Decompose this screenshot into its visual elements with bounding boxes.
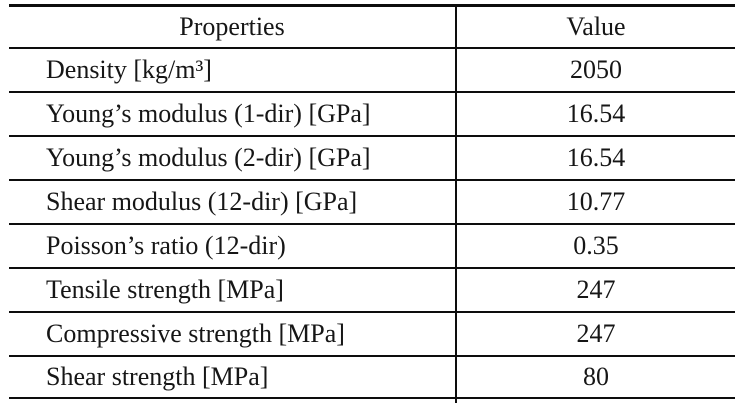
property-cell: Tensile strength [MPa] — [46, 274, 284, 304]
table-row: Young’s modulus (1-dir) [GPa] 16.54 — [9, 91, 735, 136]
value-cell: 247 — [455, 311, 735, 356]
table-row: Young’s modulus (2-dir) [GPa] 16.54 — [9, 135, 735, 180]
properties-column-header: Properties — [179, 11, 285, 41]
table-row: Shear strength [MPa] 80 — [9, 355, 735, 398]
property-cell: Young’s modulus (2-dir) [GPa] — [46, 142, 371, 172]
property-cell: Young’s modulus (1-dir) [GPa] — [46, 98, 371, 128]
material-properties-table: Properties Value Density [kg/m³] 2050 Yo… — [9, 4, 735, 399]
value-cell: 2050 — [455, 47, 735, 92]
table-row: Density [kg/m³] 2050 — [9, 47, 735, 92]
header-row: Properties Value — [9, 5, 735, 48]
property-cell: Compressive strength [MPa] — [46, 318, 345, 348]
value-cell: 0.35 — [455, 223, 735, 268]
property-cell: Density [kg/m³] — [46, 54, 212, 84]
property-cell: Shear strength [MPa] — [46, 361, 269, 391]
value-cell: 16.54 — [455, 135, 735, 180]
table-row: Poisson’s ratio (12-dir) 0.35 — [9, 223, 735, 268]
table-row: Shear modulus (12-dir) [GPa] 10.77 — [9, 179, 735, 224]
value-cell: 10.77 — [455, 179, 735, 224]
property-cell: Shear modulus (12-dir) [GPa] — [46, 186, 358, 216]
value-column-header: Value — [455, 5, 735, 48]
table-row: Tensile strength [MPa] 247 — [9, 267, 735, 312]
value-cell: 16.54 — [455, 91, 735, 136]
table-row: Compressive strength [MPa] 247 — [9, 311, 735, 356]
property-cell: Poisson’s ratio (12-dir) — [46, 230, 286, 260]
value-cell: 247 — [455, 267, 735, 312]
column-divider-tail — [455, 399, 457, 403]
value-cell: 80 — [455, 355, 735, 398]
